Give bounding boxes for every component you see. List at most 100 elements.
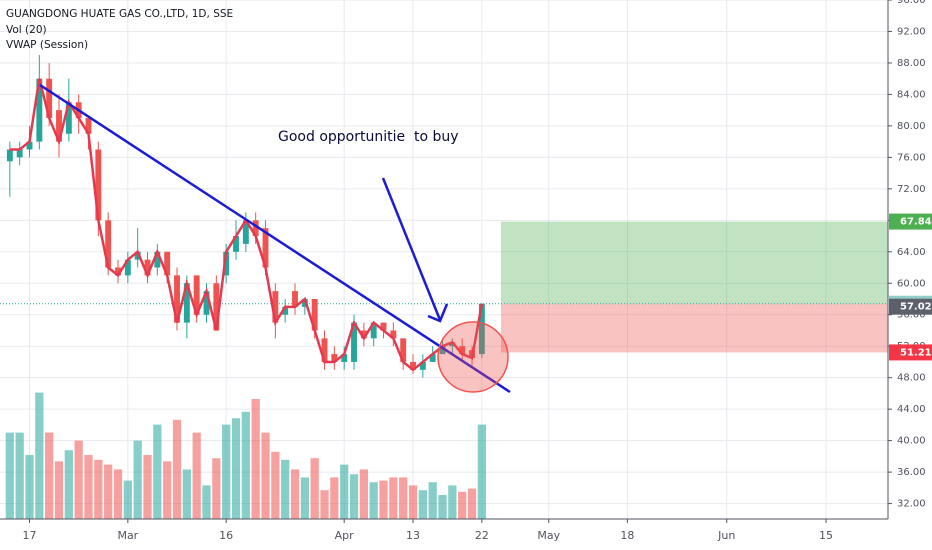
candle-body <box>174 275 180 323</box>
candle-body <box>478 303 485 355</box>
x-tick-label: Apr <box>335 529 355 542</box>
candle-body <box>351 322 357 362</box>
volume-bar <box>300 477 309 519</box>
candle-body <box>400 338 407 362</box>
volume-bar <box>64 450 73 519</box>
candle-body <box>380 322 387 331</box>
candle-body <box>56 110 62 142</box>
volume-bar <box>35 392 44 519</box>
volume-bar <box>15 432 24 519</box>
volume-bar <box>281 459 290 519</box>
volume-bar <box>251 399 260 519</box>
highlight-circle <box>437 321 509 393</box>
candle-body <box>213 283 220 331</box>
candle-body <box>370 322 377 339</box>
volume-bar <box>359 469 368 519</box>
candle-body <box>36 78 43 142</box>
volume-bar <box>182 469 191 519</box>
volume-bar <box>5 432 14 519</box>
volume-bar <box>389 477 398 519</box>
candle-body <box>26 141 33 150</box>
candle-body <box>272 291 279 323</box>
candle-body <box>105 220 112 268</box>
candle-body <box>449 342 456 347</box>
x-tick-label: Jun <box>717 529 735 542</box>
arrow <box>381 177 442 321</box>
volume-bar <box>94 459 103 519</box>
price-label: 67.84 <box>900 217 932 228</box>
candle-body <box>183 283 190 323</box>
candle-body <box>459 346 466 355</box>
volume-bar <box>143 455 152 519</box>
candle-body <box>144 259 151 276</box>
y-tick-label: 72.00 <box>897 184 926 195</box>
y-tick-label: 76.00 <box>897 152 926 163</box>
loss-zone <box>501 303 888 353</box>
candle-body <box>134 251 141 260</box>
annotation: Good opportunitie to buy <box>278 129 459 145</box>
y-tick-label: 96.00 <box>897 0 926 6</box>
volume-bar <box>418 490 427 519</box>
volume-bar <box>212 458 221 519</box>
volume-bar <box>369 482 378 519</box>
candle-body <box>419 361 426 370</box>
y-tick-label: 36.00 <box>897 467 926 478</box>
volume-bar <box>290 469 300 519</box>
volume-bar <box>222 424 231 519</box>
candle-body <box>223 251 230 276</box>
volume-bar <box>84 455 93 519</box>
price-label-box <box>889 298 932 315</box>
candle-body <box>410 361 416 370</box>
legend-title: GUANGDONG HUATE GAS CO.,LTD, 1D, SSE <box>6 8 233 20</box>
volume-bar <box>467 488 477 519</box>
price-label: 51.21 <box>900 347 932 358</box>
candle-body <box>85 118 92 134</box>
candle-body <box>252 220 259 237</box>
price-label: 57.02 <box>900 302 932 313</box>
candle-body <box>115 267 121 276</box>
volume-bar <box>271 451 280 519</box>
x-tick-label: 18 <box>620 529 634 542</box>
candle-body <box>203 291 210 315</box>
y-tick-label: 44.00 <box>897 404 926 415</box>
y-tick-label: 60.00 <box>897 278 926 289</box>
candle-body <box>282 306 289 315</box>
candle-body <box>233 236 239 252</box>
candle-body <box>124 259 131 276</box>
legend-indicator: VWAP (Session) <box>6 39 88 51</box>
volume-bar <box>123 480 132 519</box>
x-tick-label: 15 <box>819 529 833 542</box>
candle-body <box>390 330 397 339</box>
price-label-box <box>889 344 932 361</box>
volume-bar <box>330 477 339 519</box>
y-tick-label: 80.00 <box>897 121 926 132</box>
y-tick-label: 32.00 <box>897 499 926 510</box>
candle-body <box>439 346 446 355</box>
price-label-box <box>889 213 932 230</box>
candle-body <box>331 354 338 362</box>
volume-bar <box>153 424 162 519</box>
volume-bar <box>458 491 467 519</box>
volume-bar <box>54 461 64 519</box>
volume-bar <box>477 424 486 519</box>
candle-body <box>154 251 161 268</box>
candle-body <box>292 291 298 307</box>
volume-bar <box>340 464 349 519</box>
candle-body <box>164 251 171 276</box>
volume-bar <box>202 485 211 519</box>
trend-line <box>39 83 511 394</box>
x-tick-label: 22 <box>475 529 489 542</box>
candle-body <box>311 298 318 331</box>
volume-bar <box>349 474 359 519</box>
volume-bar <box>113 469 123 519</box>
x-tick-label: 17 <box>23 529 37 542</box>
arrow-head <box>427 303 449 323</box>
volume-bar <box>104 464 113 519</box>
volume-bar <box>399 477 408 519</box>
volume-bar <box>320 490 329 519</box>
candle-body <box>360 330 367 339</box>
y-tick-label: 64.00 <box>897 247 926 258</box>
candle-body <box>16 149 23 158</box>
candle-body <box>6 149 13 162</box>
